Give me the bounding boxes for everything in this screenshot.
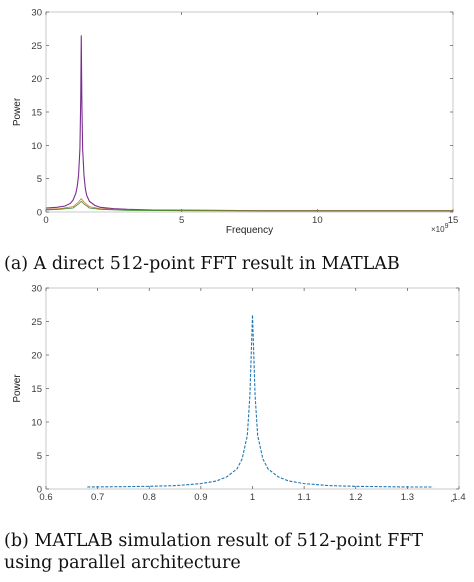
x-tick-label: 1 (250, 492, 255, 502)
y-tick-label: 0 (37, 208, 42, 219)
x-tick-label: 1.2 (349, 492, 362, 502)
plot-area-a (45, 11, 454, 213)
x-exponent-power: 9 (445, 223, 449, 230)
x-exponent-label: ×109 (431, 223, 449, 234)
y-tick-label: 15 (31, 108, 42, 119)
x-tick-label: 0 (43, 215, 48, 226)
y-tick-label: 15 (31, 384, 42, 395)
y-tick-label: 5 (37, 174, 42, 185)
y-axis-label: Power (12, 374, 23, 403)
y-tick-label: 25 (31, 41, 42, 52)
y-tick-label: 30 (31, 284, 42, 295)
chart-b-svg: 0.60.70.80.911.11.21.31.4051015202530Fre… (12, 284, 466, 514)
caption-b-line2: using parallel architecture (4, 553, 241, 573)
x-tick-label: 5 (179, 215, 184, 226)
series-line-0 (87, 314, 434, 488)
x-tick-label: 15 (448, 215, 459, 226)
x-tick-label: 0.7 (91, 492, 104, 502)
y-tick-label: 20 (31, 74, 42, 85)
y-tick-label: 10 (31, 141, 42, 152)
y-tick-label: 10 (31, 418, 42, 429)
x-tick-label: 1.4 (452, 492, 465, 502)
x-exponent-base: ×10 (431, 225, 445, 234)
caption-b: (b) MATLAB simulation result of 512-poin… (4, 530, 474, 574)
chart-a-svg: 0 5 10 15 0 5 10 15 20 25 30 Frequency Power ×109 (12, 8, 459, 237)
y-tick-label: 0 (37, 485, 42, 496)
caption-b-line1: (b) MATLAB simulation result of 512-poin… (4, 531, 424, 551)
y-tick-label: 30 (31, 8, 42, 19)
y-tick-label: 25 (31, 317, 42, 328)
x-axis-label: Frequency (226, 225, 273, 236)
chart-a: 0 5 10 15 0 5 10 15 20 25 30 Frequency Power ×109 (0, 0, 474, 240)
x-exponent-label: ×109 (437, 500, 455, 502)
x-tick-label: 10 (312, 215, 323, 226)
x-tick-label: 0.8 (143, 492, 156, 502)
caption-a: (a) A direct 512-point FFT result in MAT… (4, 254, 400, 274)
y-tick-label: 5 (37, 451, 42, 462)
x-tick-label: 1.3 (401, 492, 414, 502)
x-exponent-power: 9 (451, 500, 455, 502)
y-axis-label: Power (12, 97, 23, 126)
x-tick-label: 1.1 (298, 492, 311, 502)
y-tick-label: 20 (31, 351, 42, 362)
chart-b: 0.60.70.80.911.11.21.31.4051015202530Fre… (0, 280, 474, 514)
x-tick-label: 0.6 (39, 492, 52, 502)
series-line-2 (45, 200, 453, 212)
x-tick-label: 0.9 (194, 492, 207, 502)
